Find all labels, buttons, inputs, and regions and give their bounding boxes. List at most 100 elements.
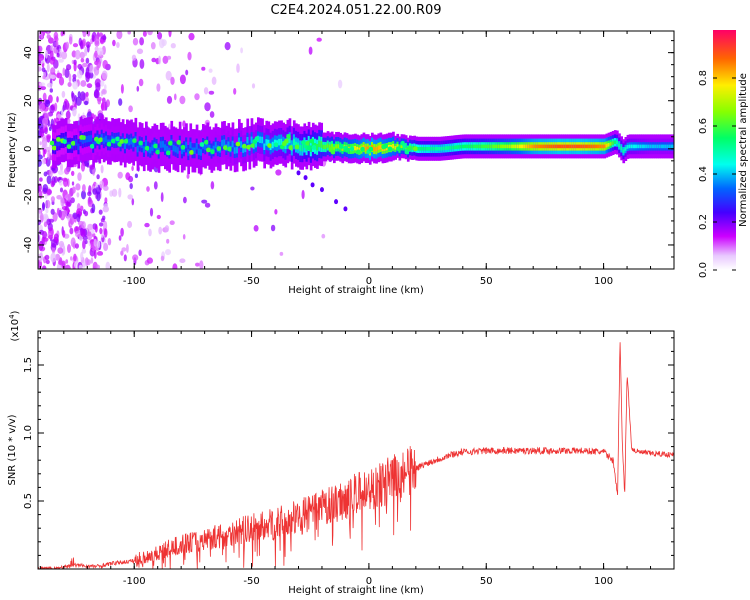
- heatmap-cell: [417, 147, 421, 151]
- heatmap-cell: [326, 143, 330, 148]
- heatmap-cell: [286, 134, 291, 139]
- heatmap-cell: [132, 37, 139, 46]
- colorbar-ticks: 0.0 0.2 0.4 0.6 0.8: [698, 70, 736, 278]
- heatmap-cell: [98, 222, 104, 227]
- heatmap-cell: [658, 144, 661, 149]
- heatmap-cell: [38, 154, 43, 160]
- heatmap-cell: [176, 147, 180, 154]
- heatmap-cell: [231, 140, 235, 148]
- heatmap-cell: [70, 237, 76, 248]
- heatmap-cell: [556, 144, 560, 149]
- heatmap-cell: [74, 49, 81, 60]
- heatmap-cell: [430, 147, 433, 151]
- heatmap-cell: [356, 146, 359, 152]
- heatmap-cell: [149, 146, 152, 154]
- heatmap-cell: [82, 261, 86, 268]
- x-tick-label: -100: [123, 276, 146, 287]
- heatmap-cell: [364, 146, 368, 151]
- heatmap-cell: [227, 146, 232, 152]
- heatmap-cell: [578, 144, 581, 149]
- heatmap-cell: [69, 216, 75, 225]
- heatmap-cell: [86, 44, 90, 53]
- heatmap-cell: [201, 66, 206, 71]
- heatmap-cell: [472, 144, 476, 149]
- heatmap-cell: [263, 143, 266, 150]
- heatmap-cell: [81, 248, 87, 254]
- heatmap-cell: [40, 32, 44, 39]
- heatmap-cell: [68, 73, 72, 83]
- heatmap-cell: [529, 144, 533, 149]
- heatmap-cell: [75, 183, 81, 191]
- heatmap-cell: [189, 141, 193, 149]
- heatmap-cell: [96, 251, 104, 256]
- heatmap-cell: [457, 145, 461, 149]
- heatmap-cell: [95, 82, 101, 92]
- heatmap-cell: [542, 144, 545, 149]
- heatmap-cell: [185, 69, 189, 76]
- heatmap-cell: [43, 171, 48, 177]
- heatmap-cell: [611, 141, 615, 145]
- heatmap-cell: [330, 149, 336, 155]
- heatmap-cell: [51, 246, 56, 254]
- heatmap-cell: [44, 99, 51, 107]
- heatmap-cell: [649, 144, 653, 149]
- heatmap-cell: [42, 231, 48, 239]
- heatmap-cell: [502, 144, 505, 149]
- heatmap-cell: [42, 184, 49, 193]
- heatmap-cell: [216, 146, 222, 152]
- heatmap-cell: [643, 144, 647, 149]
- heatmap-cell: [174, 145, 178, 153]
- heatmap-cell: [39, 241, 42, 251]
- heatmap-cell: [103, 242, 109, 252]
- heatmap-cell: [96, 174, 100, 180]
- heatmap-cell: [50, 74, 57, 80]
- heatmap-cell: [575, 144, 579, 149]
- heatmap-cell: [197, 148, 201, 156]
- heatmap-cell: [71, 92, 75, 103]
- heatmap-cell: [80, 228, 86, 237]
- heatmap-cell: [499, 144, 503, 149]
- heatmap-cell: [222, 145, 228, 151]
- heatmap-cell: [162, 55, 169, 64]
- heatmap-cell: [305, 140, 311, 146]
- heatmap-cell: [166, 238, 170, 244]
- heatmap-cell: [65, 201, 71, 207]
- heatmap-cell: [78, 264, 83, 269]
- heatmap-cell: [324, 144, 328, 150]
- heatmap-cell: [224, 42, 231, 51]
- heatmap-cell: [72, 106, 77, 117]
- heatmap-cell: [559, 144, 562, 149]
- heatmap-cell: [284, 142, 288, 149]
- heatmap-cell: [246, 144, 251, 150]
- heatmap-cell: [91, 203, 96, 214]
- heatmap-cell: [69, 227, 74, 235]
- heatmap-cell: [71, 186, 76, 194]
- heatmap-cell: [480, 144, 484, 149]
- heatmap-cell: [166, 145, 169, 153]
- snr-multiplier-close: ): [10, 310, 21, 314]
- heatmap-cell: [125, 172, 131, 181]
- heatmap-cell: [358, 147, 361, 152]
- heatmap-cell: [208, 90, 215, 95]
- heatmap-cell: [38, 59, 42, 65]
- heatmap-cell: [436, 147, 440, 151]
- heatmap-cell: [50, 67, 56, 75]
- heatmap-cell: [584, 144, 587, 149]
- heatmap-cell: [45, 199, 51, 209]
- heatmap-cell: [93, 238, 98, 247]
- x-tick-label: 0: [366, 276, 372, 287]
- heatmap-cell: [46, 82, 53, 88]
- heatmap-cell: [96, 240, 101, 249]
- heatmap-cell: [101, 88, 107, 95]
- heatmap-cell: [294, 144, 300, 150]
- heatmap-cell: [278, 138, 281, 146]
- heatmap-cell: [637, 144, 640, 149]
- heatmap-cell: [40, 86, 46, 91]
- heatmap-cell: [56, 96, 59, 103]
- heatmap-cell: [67, 82, 72, 87]
- heatmap-cell: [99, 180, 104, 189]
- spectrogram-panel: -100 -50 0 50 100 -40 -20 0 20 40 Height of strai…: [7, 30, 675, 296]
- heatmap-cell: [265, 139, 269, 146]
- heatmap-cell: [371, 144, 374, 150]
- heatmap-cell: [588, 144, 592, 149]
